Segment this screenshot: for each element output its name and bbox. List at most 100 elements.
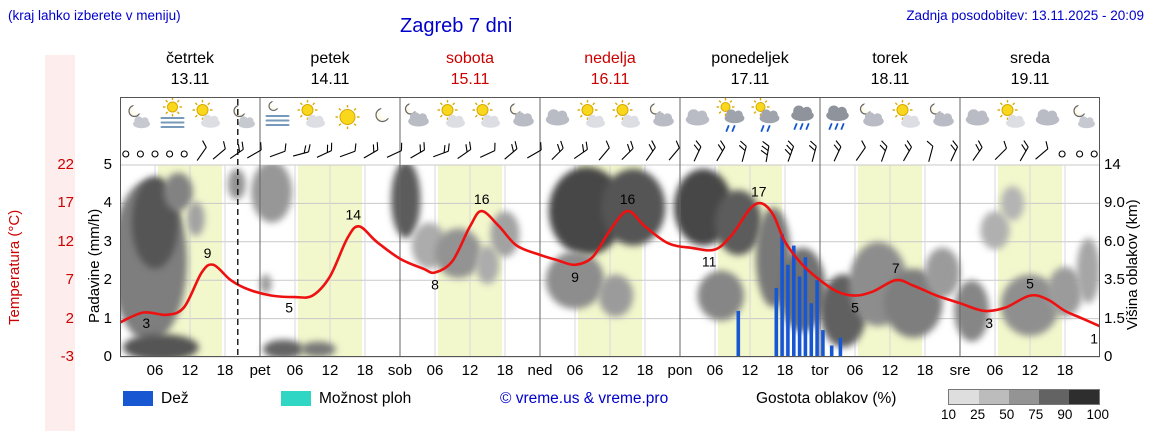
sun-cloud-icon bbox=[997, 100, 1025, 128]
temperature-tick: 7 bbox=[65, 271, 74, 289]
precipitation-tick: 5 bbox=[103, 156, 112, 173]
svg-text:18: 18 bbox=[357, 362, 374, 379]
wind-barb-icon bbox=[668, 140, 680, 161]
svg-text:18: 18 bbox=[217, 362, 234, 379]
svg-text:06: 06 bbox=[987, 362, 1004, 379]
wind-barb-icon bbox=[573, 141, 588, 160]
wind-barb-icon bbox=[833, 140, 842, 162]
sun-cloud-icon bbox=[892, 100, 920, 128]
temperature-tick: -3 bbox=[60, 348, 74, 365]
cloud-height-tick: 1.5 bbox=[1104, 309, 1125, 327]
wind-barb-icon bbox=[363, 142, 379, 159]
cloud-moon-icon bbox=[859, 102, 884, 127]
wind-barb-icon bbox=[433, 143, 450, 158]
wind-barb-icon bbox=[808, 140, 817, 162]
cloud-scale-label: 90 bbox=[1057, 407, 1073, 422]
day-date: 14.11 bbox=[310, 71, 350, 88]
cloud-height-tick: 6.0 bbox=[1104, 232, 1125, 250]
wind-barb-icon bbox=[339, 143, 357, 158]
temperature-value-label: 3 bbox=[985, 315, 993, 331]
precipitation-tick: 4 bbox=[103, 194, 112, 212]
calm-wind-icon bbox=[136, 150, 144, 158]
svg-text:12: 12 bbox=[462, 362, 479, 379]
svg-text:12: 12 bbox=[182, 362, 199, 379]
day-date: 19.11 bbox=[1010, 71, 1050, 88]
temperature-axis-strip bbox=[45, 55, 75, 431]
precipitation-tick: 1 bbox=[103, 309, 112, 327]
svg-text:12: 12 bbox=[322, 362, 339, 379]
svg-text:06: 06 bbox=[147, 362, 164, 379]
svg-text:sob: sob bbox=[388, 362, 412, 379]
temperature-value-label: 1 bbox=[1090, 330, 1098, 346]
wind-barb-icon bbox=[504, 141, 518, 160]
svg-text:pon: pon bbox=[667, 362, 692, 379]
temperature-value-label: 3 bbox=[142, 315, 150, 331]
page-title: Zagreb 7 dni bbox=[400, 15, 513, 37]
cloud-scale-label: 75 bbox=[1028, 407, 1044, 422]
wind-barb-icon bbox=[316, 142, 333, 158]
temperature-value-label: 5 bbox=[285, 300, 293, 316]
wind-barb-icon bbox=[903, 140, 912, 162]
temperature-value-label: 9 bbox=[204, 245, 212, 261]
cloud-height-tick: 9.0 bbox=[1104, 194, 1125, 212]
day-name: sobota bbox=[445, 50, 495, 67]
calm-wind-icon bbox=[1090, 150, 1098, 158]
wind-barb-icon bbox=[410, 142, 425, 159]
day-name: četrtek bbox=[165, 50, 214, 67]
day-header: nedelja 16.11 bbox=[540, 48, 680, 90]
day-name: nedelja bbox=[584, 50, 636, 67]
sun-icon bbox=[335, 105, 360, 129]
wind-barb-icon bbox=[269, 143, 287, 158]
day-header: sreda 19.11 bbox=[960, 48, 1100, 90]
wind-barb-icon bbox=[229, 141, 244, 160]
cloud-scale-label: 25 bbox=[970, 407, 986, 422]
cloud-height-tick: 3.5 bbox=[1104, 271, 1125, 289]
location-menu-hint: (kraj lahko izberete v meniju) bbox=[8, 8, 181, 23]
svg-text:18: 18 bbox=[1057, 362, 1074, 379]
svg-text:12: 12 bbox=[742, 362, 759, 379]
wind-barb-icon bbox=[1019, 140, 1029, 162]
cloud-density-scale-labels: 10 25 50 75 90 100 bbox=[941, 407, 1109, 422]
day-name: sreda bbox=[1009, 50, 1051, 67]
calm-wind-icon bbox=[1058, 150, 1066, 158]
wind-barb-icon bbox=[457, 141, 472, 160]
cloud-height-tick: 0 bbox=[1104, 348, 1113, 365]
sun-cloud-icon bbox=[577, 100, 605, 128]
sun-cloud-icon bbox=[192, 100, 220, 128]
rain-legend-swatch bbox=[123, 391, 153, 406]
svg-text:06: 06 bbox=[287, 362, 304, 379]
fog-moon-icon bbox=[265, 99, 290, 126]
wind-barb-icon bbox=[386, 142, 403, 158]
sun-cloud-icon bbox=[472, 100, 500, 128]
cloud-scale-label: 10 bbox=[941, 407, 957, 422]
temperature-tick: 22 bbox=[57, 156, 74, 173]
rain-bars bbox=[736, 234, 843, 357]
copyright-text: © vreme.us & vreme.pro bbox=[500, 390, 669, 407]
wind-barb-icon bbox=[972, 140, 983, 161]
svg-text:18: 18 bbox=[637, 362, 654, 379]
wind-barb-icon bbox=[950, 140, 959, 162]
precipitation-tick: 3 bbox=[103, 232, 112, 250]
day-headers-row: četrtek 13.11 petek 14.11 sobota 15.11 nedelja… bbox=[120, 48, 1100, 90]
day-header: četrtek 13.11 bbox=[120, 48, 260, 90]
weather-icons-row bbox=[128, 97, 1095, 132]
temperature-value-label: 16 bbox=[474, 191, 490, 207]
svg-text:06: 06 bbox=[847, 362, 864, 379]
temperature-tick: 17 bbox=[57, 194, 74, 212]
wind-barb-icon bbox=[598, 140, 610, 161]
day-header: sobota 15.11 bbox=[400, 48, 540, 90]
cloud-height-tick: 14 bbox=[1104, 156, 1121, 173]
cloud-icon bbox=[965, 109, 990, 126]
wind-barb-icon bbox=[738, 140, 747, 162]
cloud-scale-segment bbox=[1009, 390, 1039, 404]
temperature-value-label: 14 bbox=[346, 206, 362, 222]
moon-cloud-icon bbox=[233, 103, 255, 129]
precipitation-tick: 2 bbox=[103, 271, 112, 289]
svg-text:18: 18 bbox=[497, 362, 514, 379]
wind-barb-icon bbox=[480, 142, 496, 158]
moon-cloud-icon bbox=[128, 103, 150, 129]
wind-barb-icon bbox=[551, 140, 564, 161]
day-date: 17.11 bbox=[730, 71, 770, 88]
sun-cloud-icon bbox=[297, 100, 325, 128]
